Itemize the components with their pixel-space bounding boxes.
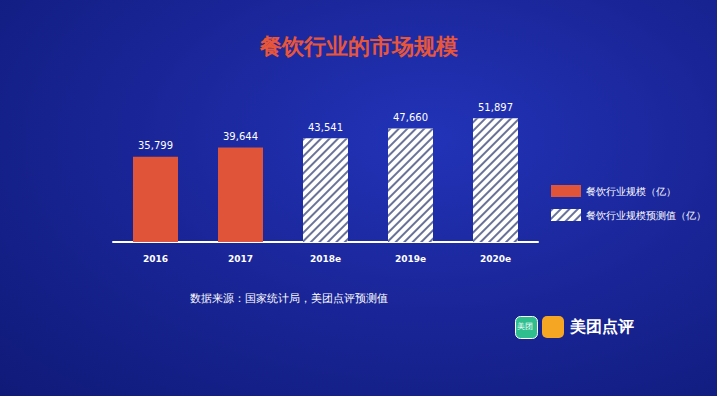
svg-text:2019e: 2019e bbox=[395, 254, 426, 264]
svg-text:数据来源：国家统计局，美团点评预测值: 数据来源：国家统计局，美团点评预测值 bbox=[190, 292, 388, 305]
svg-text:47,660: 47,660 bbox=[393, 112, 428, 123]
svg-text:美团: 美团 bbox=[517, 322, 533, 331]
svg-text:餐饮行业规模预测值（亿）: 餐饮行业规模预测值（亿） bbox=[586, 210, 706, 221]
svg-text:51,897: 51,897 bbox=[478, 102, 513, 113]
svg-text:2018e: 2018e bbox=[310, 254, 341, 264]
svg-text:2017: 2017 bbox=[228, 254, 253, 264]
svg-text:2016: 2016 bbox=[143, 254, 168, 264]
svg-text:2020e: 2020e bbox=[480, 254, 511, 264]
svg-text:35,799: 35,799 bbox=[138, 140, 173, 151]
svg-text:餐饮行业规模（亿）: 餐饮行业规模（亿） bbox=[586, 186, 676, 197]
svg-text:39,644: 39,644 bbox=[223, 131, 258, 142]
svg-text:餐饮行业的市场规模: 餐饮行业的市场规模 bbox=[259, 34, 458, 59]
svg-text:美团点评: 美团点评 bbox=[569, 317, 634, 336]
svg-text:43,541: 43,541 bbox=[308, 122, 343, 133]
